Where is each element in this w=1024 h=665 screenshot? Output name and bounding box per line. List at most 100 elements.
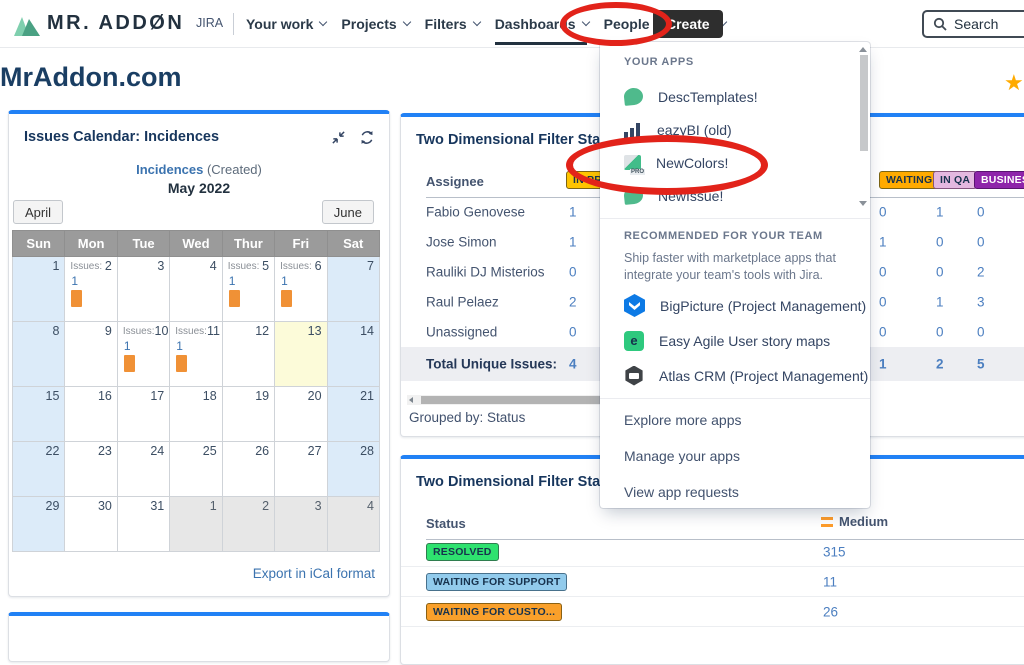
- previous-month-button[interactable]: April: [13, 200, 64, 224]
- calendar-issue-count-link[interactable]: 1: [123, 339, 131, 353]
- menu-item-desctemplates[interactable]: DescTemplates!: [600, 80, 870, 113]
- jira-label[interactable]: JIRA: [196, 16, 224, 30]
- issue-count-value[interactable]: 2: [977, 264, 985, 280]
- collapse-icon[interactable]: [331, 130, 346, 145]
- menu-item-label: eazyBI (old): [657, 121, 732, 138]
- issue-count-value[interactable]: 0: [879, 264, 887, 280]
- calendar-filter-line: Incidences (Created): [9, 162, 389, 177]
- calendar-issue-count-link[interactable]: 1: [228, 274, 236, 288]
- dropdown-scrollbar-thumb[interactable]: [860, 55, 868, 151]
- total-value[interactable]: 1: [879, 356, 887, 372]
- status-badge-waiting-for-support[interactable]: WAITING FOR SUPPORT: [426, 572, 568, 591]
- favorite-star-icon[interactable]: ★: [1004, 70, 1024, 95]
- table-row: Rauliki DJ Misterios 0 0 0 2: [401, 257, 1024, 287]
- assignee-column-header[interactable]: Assignee: [426, 174, 484, 189]
- issue-count-value[interactable]: 0: [569, 324, 577, 340]
- issue-count-value[interactable]: 2: [569, 294, 577, 310]
- refresh-icon[interactable]: [359, 130, 375, 145]
- nav-item-dashboards[interactable]: Dashboards: [494, 0, 590, 48]
- menu-link-explore-more-apps[interactable]: Explore more apps: [624, 412, 742, 428]
- calendar-issue-count-link[interactable]: 1: [176, 339, 183, 353]
- search-input[interactable]: Search: [922, 10, 1024, 38]
- issue-count-value[interactable]: 0: [936, 234, 944, 250]
- nav-item-your-work[interactable]: Your work: [246, 0, 328, 48]
- chevron-down-icon: [581, 17, 590, 27]
- menu-item-newissue[interactable]: NewIssue!: [600, 179, 870, 212]
- calendar-day-cell: 12: [221, 321, 276, 387]
- issue-count-value[interactable]: 0: [879, 294, 887, 310]
- nav-item-projects[interactable]: Projects: [341, 0, 411, 48]
- issue-count-value[interactable]: 315: [823, 544, 846, 559]
- total-value[interactable]: 2: [936, 356, 944, 372]
- issue-count-value[interactable]: 0: [879, 324, 887, 340]
- nav-item-label: Filters: [424, 16, 467, 32]
- menu-item-atlas-crm-project-management[interactable]: Atlas CRM (Project Management): [600, 358, 870, 393]
- export-ical-link[interactable]: Export in iCal format: [252, 566, 375, 581]
- menu-item-label: NewIssue!: [658, 187, 724, 204]
- scroll-down-arrow-icon[interactable]: [859, 201, 867, 206]
- menu-item-easy-agile-user-story-maps[interactable]: e Easy Agile User story maps: [600, 323, 870, 358]
- menu-link-view-app-requests[interactable]: View app requests: [624, 484, 739, 500]
- issues-label: Issues:: [70, 261, 103, 272]
- calendar-day-cell: 4: [169, 256, 223, 322]
- calendar-week-row: 1 Issues: 2 1 3 4 Issues: 5 1 Issues: 6 1 7: [11, 256, 381, 322]
- issue-count-value[interactable]: 0: [936, 324, 944, 340]
- menu-item-bigpicture-project-management[interactable]: BigPicture (Project Management): [600, 288, 870, 323]
- issue-count-value[interactable]: 1: [879, 234, 887, 250]
- calendar-day-cell: Issues: 5 1: [221, 256, 276, 322]
- total-value[interactable]: 4: [569, 356, 577, 372]
- issue-count-value[interactable]: 3: [977, 294, 985, 310]
- day-number: 21: [360, 389, 374, 403]
- issue-bar-icon[interactable]: [123, 355, 135, 372]
- issue-count-value[interactable]: 0: [569, 264, 577, 280]
- calendar-issue-count-link[interactable]: 1: [71, 274, 79, 288]
- menu-item-newcolors[interactable]: NewColors!: [600, 146, 870, 179]
- total-value[interactable]: 5: [977, 356, 985, 372]
- issue-count-value[interactable]: 0: [977, 204, 985, 220]
- issue-count-value[interactable]: 0: [977, 324, 985, 340]
- calendar-day-cell: 2: [221, 496, 276, 552]
- issue-count-value[interactable]: 11: [823, 574, 838, 589]
- issue-count-value[interactable]: 1: [569, 204, 577, 220]
- scroll-up-arrow-icon[interactable]: [859, 47, 867, 52]
- issue-count-value[interactable]: 0: [977, 234, 985, 250]
- filter-link[interactable]: Incidences: [136, 162, 204, 177]
- issues-calendar-widget: Issues Calendar: Incidences Incidences (…: [8, 110, 390, 597]
- issue-bar-icon[interactable]: [228, 290, 240, 307]
- nav-item-filters[interactable]: Filters: [424, 0, 481, 48]
- issue-count-value[interactable]: 1: [569, 234, 577, 250]
- issue-count-value[interactable]: 26: [823, 604, 839, 619]
- create-button[interactable]: Create: [653, 10, 723, 38]
- issue-count-value[interactable]: 1: [936, 204, 944, 220]
- next-widget-stub: [8, 612, 390, 662]
- calendar-day-cell: Issues: 6 1: [274, 256, 328, 322]
- calendar-week-row: 8 9 Issues: 10 1 Issues: 11 1 12 13 14: [11, 321, 381, 387]
- issue-bar-icon[interactable]: [176, 355, 188, 372]
- day-number: 11: [206, 324, 220, 338]
- status-column-header[interactable]: Status: [426, 516, 466, 531]
- status-badge-in-qa[interactable]: IN QA: [933, 171, 978, 189]
- status-badge-waiting[interactable]: WAITING: [879, 171, 940, 189]
- next-month-button[interactable]: June: [321, 200, 374, 224]
- issue-count-value[interactable]: 0: [879, 204, 887, 220]
- issue-count-value[interactable]: 0: [936, 264, 944, 280]
- medium-column-header[interactable]: Medium: [821, 514, 888, 529]
- status-badge-business[interactable]: BUSINESS: [974, 171, 1024, 189]
- calendar-week-row: 29 30 31 1 2 3 4: [11, 496, 381, 552]
- issue-bar-icon[interactable]: [71, 290, 83, 307]
- status-badge-resolved[interactable]: RESOLVED: [426, 542, 499, 561]
- status-badge-waiting-for-custo[interactable]: WAITING FOR CUSTO...: [426, 602, 563, 621]
- scroll-left-arrow-icon[interactable]: [409, 397, 413, 403]
- menu-item-eazybi-old[interactable]: eazyBI (old): [600, 113, 870, 146]
- menu-link-manage-your-apps[interactable]: Manage your apps: [624, 448, 740, 464]
- day-number: 7: [367, 259, 374, 273]
- calendar-issue-count-link[interactable]: 1: [281, 274, 288, 288]
- issue-bar-icon[interactable]: [281, 290, 293, 307]
- issue-count-value[interactable]: 1: [936, 294, 944, 310]
- calendar-day-cell: 3: [274, 496, 328, 552]
- day-number: 3: [157, 259, 165, 273]
- dropdown-divider: [600, 218, 870, 219]
- nav-item-people[interactable]: People: [604, 0, 664, 48]
- top-navigation-bar: MR. ADDØN JIRA Your work Projects Filters D…: [0, 0, 1024, 48]
- your-apps-section-title: YOUR APPS: [624, 56, 694, 68]
